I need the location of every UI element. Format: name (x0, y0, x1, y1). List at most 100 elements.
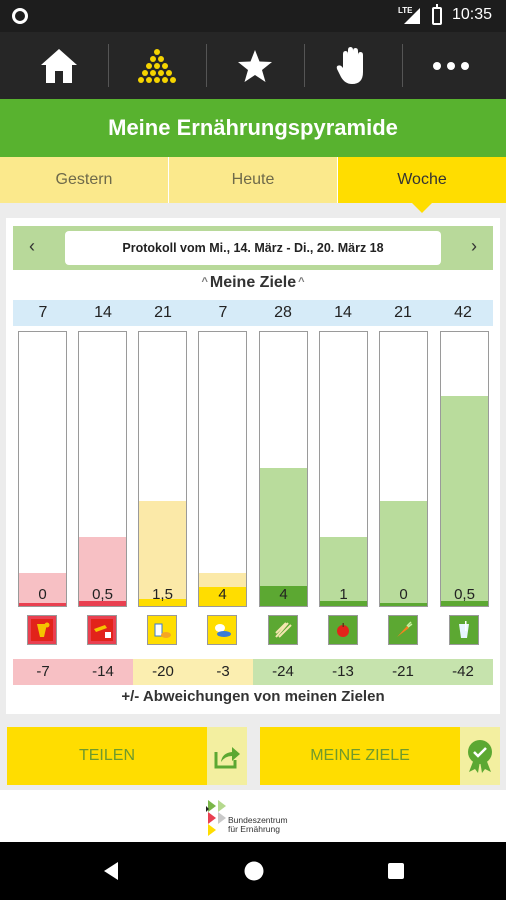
favorites-button[interactable] (206, 32, 304, 99)
deviation-value: -14 (73, 659, 133, 685)
bar-chart: 0 0,5 1,5 4 4 1 0 0,5 (6, 331, 500, 607)
deviation-value: -20 (133, 659, 193, 685)
chevron-up-icon: ^ (201, 276, 208, 288)
bar-column[interactable]: 0 (379, 331, 428, 607)
more-button[interactable] (402, 32, 500, 99)
actual-bar (199, 587, 246, 606)
chevron-up-icon: ^ (298, 276, 305, 288)
deviation-value: -42 (433, 659, 493, 685)
goal-targets-row: 7 14 21 7 28 14 21 42 (13, 300, 493, 326)
share-icon-button[interactable] (207, 727, 247, 785)
deviation-caption: +/- Abweichungen von meinen Zielen (121, 688, 385, 705)
target-bar (260, 468, 307, 606)
home-button[interactable] (10, 32, 108, 99)
bar-column[interactable]: 4 (198, 331, 247, 607)
share-button[interactable]: TEILEN (7, 727, 207, 785)
my-goals-button[interactable]: MEINE ZIELE (260, 727, 460, 785)
target-bar (19, 573, 66, 606)
meat-fish-icon[interactable] (207, 615, 237, 645)
actual-value-label: 0 (38, 586, 47, 603)
actual-value-label: 0,5 (92, 586, 113, 603)
share-icon (214, 747, 240, 769)
tab-yesterday[interactable]: Gestern (0, 157, 169, 203)
page-title: Meine Ernährungspyramide (0, 99, 506, 157)
drink-sweets-icon[interactable] (27, 615, 57, 645)
actual-bar (19, 603, 66, 606)
deviation-value: -24 (253, 659, 313, 685)
actual-bar (139, 599, 186, 606)
bar-column[interactable]: 1,5 (138, 331, 187, 607)
goals-heading: ^ Meine Ziele ^ (201, 274, 305, 291)
oil-icon[interactable] (87, 615, 117, 645)
grain-icon[interactable] (268, 615, 298, 645)
goal-target-value: 7 (218, 304, 228, 321)
back-icon[interactable] (102, 862, 120, 880)
more-icon (433, 61, 469, 70)
deviation-value: -21 (373, 659, 433, 685)
target-bar (139, 501, 186, 606)
notification-icon (12, 8, 28, 24)
actual-value-label: 1,5 (152, 586, 173, 603)
tab-week[interactable]: Woche (338, 157, 506, 213)
logo-text: Bundeszentrum für Ernährung (228, 815, 288, 834)
actual-value-label: 4 (279, 586, 288, 603)
actual-bar (441, 601, 488, 606)
award-badge-icon (468, 740, 492, 773)
actual-value-label: 0,5 (454, 586, 475, 603)
previous-week-button[interactable]: ‹ (29, 236, 35, 256)
goal-target-value: 28 (274, 304, 292, 321)
hand-button[interactable] (304, 32, 402, 99)
dairy-icon[interactable] (147, 615, 177, 645)
bar-column[interactable]: 0 (18, 331, 67, 607)
deviation-value: -3 (193, 659, 253, 685)
goal-target-value: 21 (154, 304, 172, 321)
home-circle-icon[interactable] (244, 861, 264, 881)
next-week-button[interactable]: › (471, 236, 477, 256)
weekly-protocol-card: ‹ Protokoll vom Mi., 14. März - Di., 20.… (6, 218, 500, 714)
bar-column[interactable]: 0,5 (78, 331, 127, 607)
recents-icon[interactable] (387, 862, 405, 880)
deviation-row: -7 -14 -20 -3 -24 -13 -21 -42 (13, 659, 493, 685)
actual-value-label: 1 (339, 586, 348, 603)
deviation-value: -13 (313, 659, 373, 685)
battery-icon (432, 4, 442, 25)
food-group-icons (6, 615, 500, 649)
goal-target-value: 7 (38, 304, 48, 321)
goal-target-value: 14 (94, 304, 112, 321)
actual-bar (260, 586, 307, 606)
signal-icon (404, 8, 420, 24)
top-navigation (0, 32, 506, 99)
bar-column[interactable]: 4 (259, 331, 308, 607)
goal-target-value: 21 (394, 304, 412, 321)
target-bar (320, 537, 367, 606)
pyramid-button[interactable] (108, 32, 206, 99)
bar-column[interactable]: 1 (319, 331, 368, 607)
goal-target-value: 42 (454, 304, 472, 321)
protocol-navigator: ‹ Protokoll vom Mi., 14. März - Di., 20.… (13, 226, 493, 270)
target-bar (79, 537, 126, 606)
actual-value-label: 4 (218, 586, 227, 603)
apple-icon[interactable] (328, 615, 358, 645)
target-bar (380, 501, 427, 606)
actual-bar (320, 601, 367, 606)
protocol-range[interactable]: Protokoll vom Mi., 14. März - Di., 20. M… (65, 231, 441, 265)
goals-icon-button[interactable] (460, 727, 500, 785)
actual-value-label: 0 (399, 586, 408, 603)
deviation-value: -7 (13, 659, 73, 685)
water-glass-icon[interactable] (449, 615, 479, 645)
actual-bar (380, 603, 427, 606)
goal-target-value: 14 (334, 304, 352, 321)
carrot-icon[interactable] (388, 615, 418, 645)
target-bar (441, 396, 488, 606)
system-navigation-bar (0, 842, 506, 900)
bar-column[interactable]: 0,5 (440, 331, 489, 607)
actual-bar (79, 601, 126, 606)
hand-icon (336, 46, 363, 84)
footer: Bundeszentrum für Ernährung (0, 790, 506, 842)
bzfe-logo (206, 800, 226, 836)
period-tabs: Gestern Heute Woche (0, 157, 506, 213)
home-icon (41, 48, 77, 83)
pyramid-icon (138, 48, 176, 83)
tab-today[interactable]: Heute (169, 157, 338, 203)
status-bar: LTE 10:35 (0, 0, 506, 32)
